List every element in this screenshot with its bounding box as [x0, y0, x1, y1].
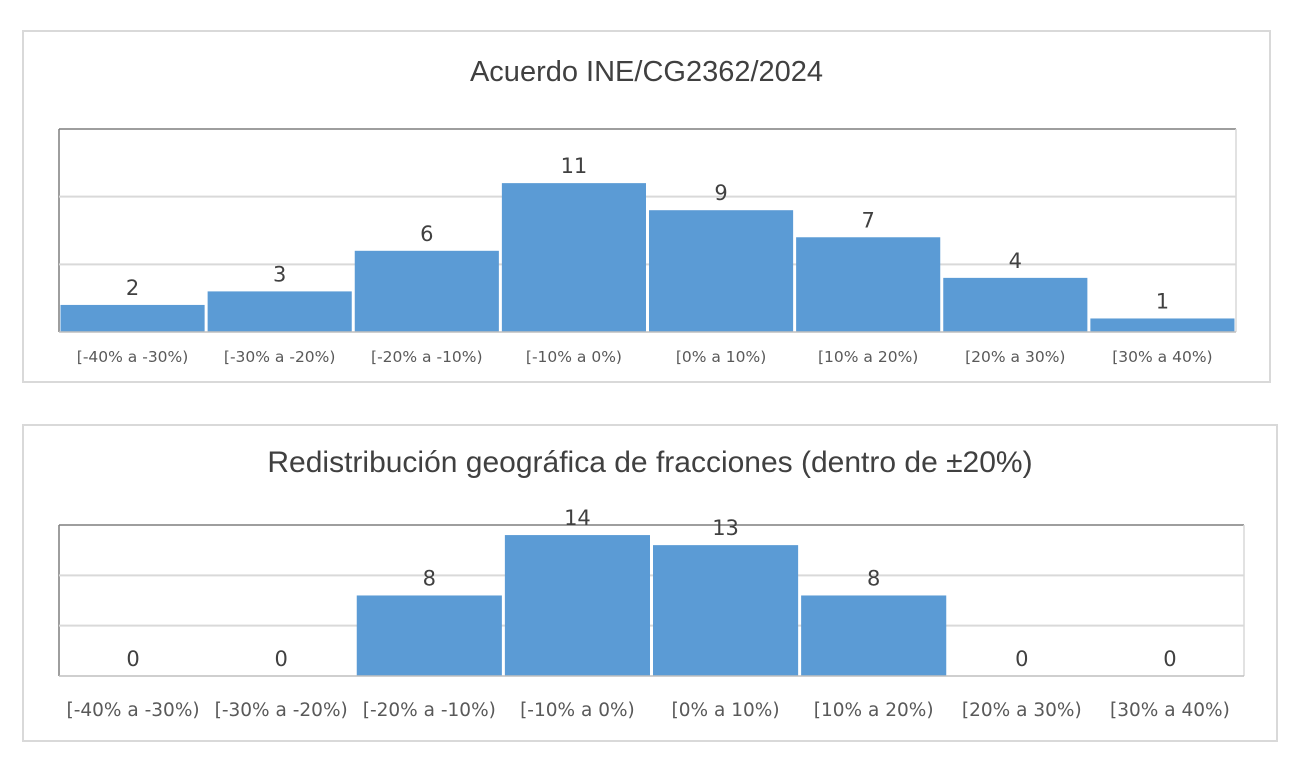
data-label: 0: [126, 647, 139, 671]
bar: [356, 595, 502, 676]
bar: [60, 304, 205, 332]
data-label: 9: [714, 181, 727, 205]
chart-title: Redistribución geográfica de fracciones …: [267, 446, 1033, 479]
data-label: 4: [1009, 249, 1022, 273]
data-label: 1: [1156, 289, 1169, 313]
bar: [354, 250, 499, 332]
histogram-panel-redistribucion: Redistribución geográfica de fracciones …: [22, 424, 1278, 742]
data-label: 0: [1163, 647, 1176, 671]
x-tick-label: [0% a 10%): [676, 348, 767, 366]
data-label: 6: [420, 222, 433, 246]
chart-title: Acuerdo INE/CG2362/2024: [469, 56, 824, 88]
bar: [943, 277, 1088, 332]
data-label: 13: [712, 516, 739, 540]
x-tick-label: [-10% a 0%): [526, 348, 622, 366]
bar: [207, 291, 352, 332]
bar: [796, 237, 941, 332]
x-tick-label: [30% a 40%): [1112, 348, 1212, 366]
x-tick-label: [20% a 30%): [965, 348, 1065, 366]
data-label: 8: [867, 566, 880, 590]
bar: [653, 545, 799, 676]
x-tick-label: [-10% a 0%): [520, 700, 635, 721]
bar: [1090, 318, 1235, 332]
data-label: 8: [423, 566, 436, 590]
histogram-panel-acuerdo: Acuerdo INE/CG2362/2024 2 [-40% a -30%) 3 […: [22, 30, 1271, 383]
data-label: 11: [561, 154, 588, 178]
data-label: 0: [275, 647, 288, 671]
x-tick-label: [10% a 20%): [814, 700, 934, 721]
bar: [504, 535, 650, 676]
data-label: 0: [1015, 647, 1028, 671]
x-tick-label: [30% a 40%): [1110, 700, 1230, 721]
data-label: 14: [564, 506, 591, 530]
x-tick-label: [-40% a -30%): [67, 700, 200, 721]
x-tick-label: [-40% a -30%): [77, 348, 189, 366]
x-tick-label: [-30% a -20%): [224, 348, 336, 366]
bar: [501, 183, 646, 332]
bar: [649, 210, 794, 332]
x-tick-label: [-20% a -10%): [371, 348, 483, 366]
data-label: 3: [273, 262, 286, 286]
data-label: 7: [862, 208, 875, 232]
bar-chart-acuerdo: 2 [-40% a -30%) 3 [-30% a -20%) 6 [-20% a -10…: [58, 128, 1237, 366]
x-tick-label: [0% a 10%): [672, 700, 780, 721]
bar: [801, 595, 947, 676]
x-tick-label: [-20% a -10%): [363, 700, 496, 721]
x-tick-label: [-30% a -20%): [215, 700, 348, 721]
x-tick-label: [20% a 30%): [962, 700, 1082, 721]
x-tick-label: [10% a 20%): [818, 348, 918, 366]
data-label: 2: [126, 276, 139, 300]
bar-chart-redistribucion: 0 [-40% a -30%) 0 [-30% a -20%) 8 [-20% a -10…: [58, 506, 1245, 721]
